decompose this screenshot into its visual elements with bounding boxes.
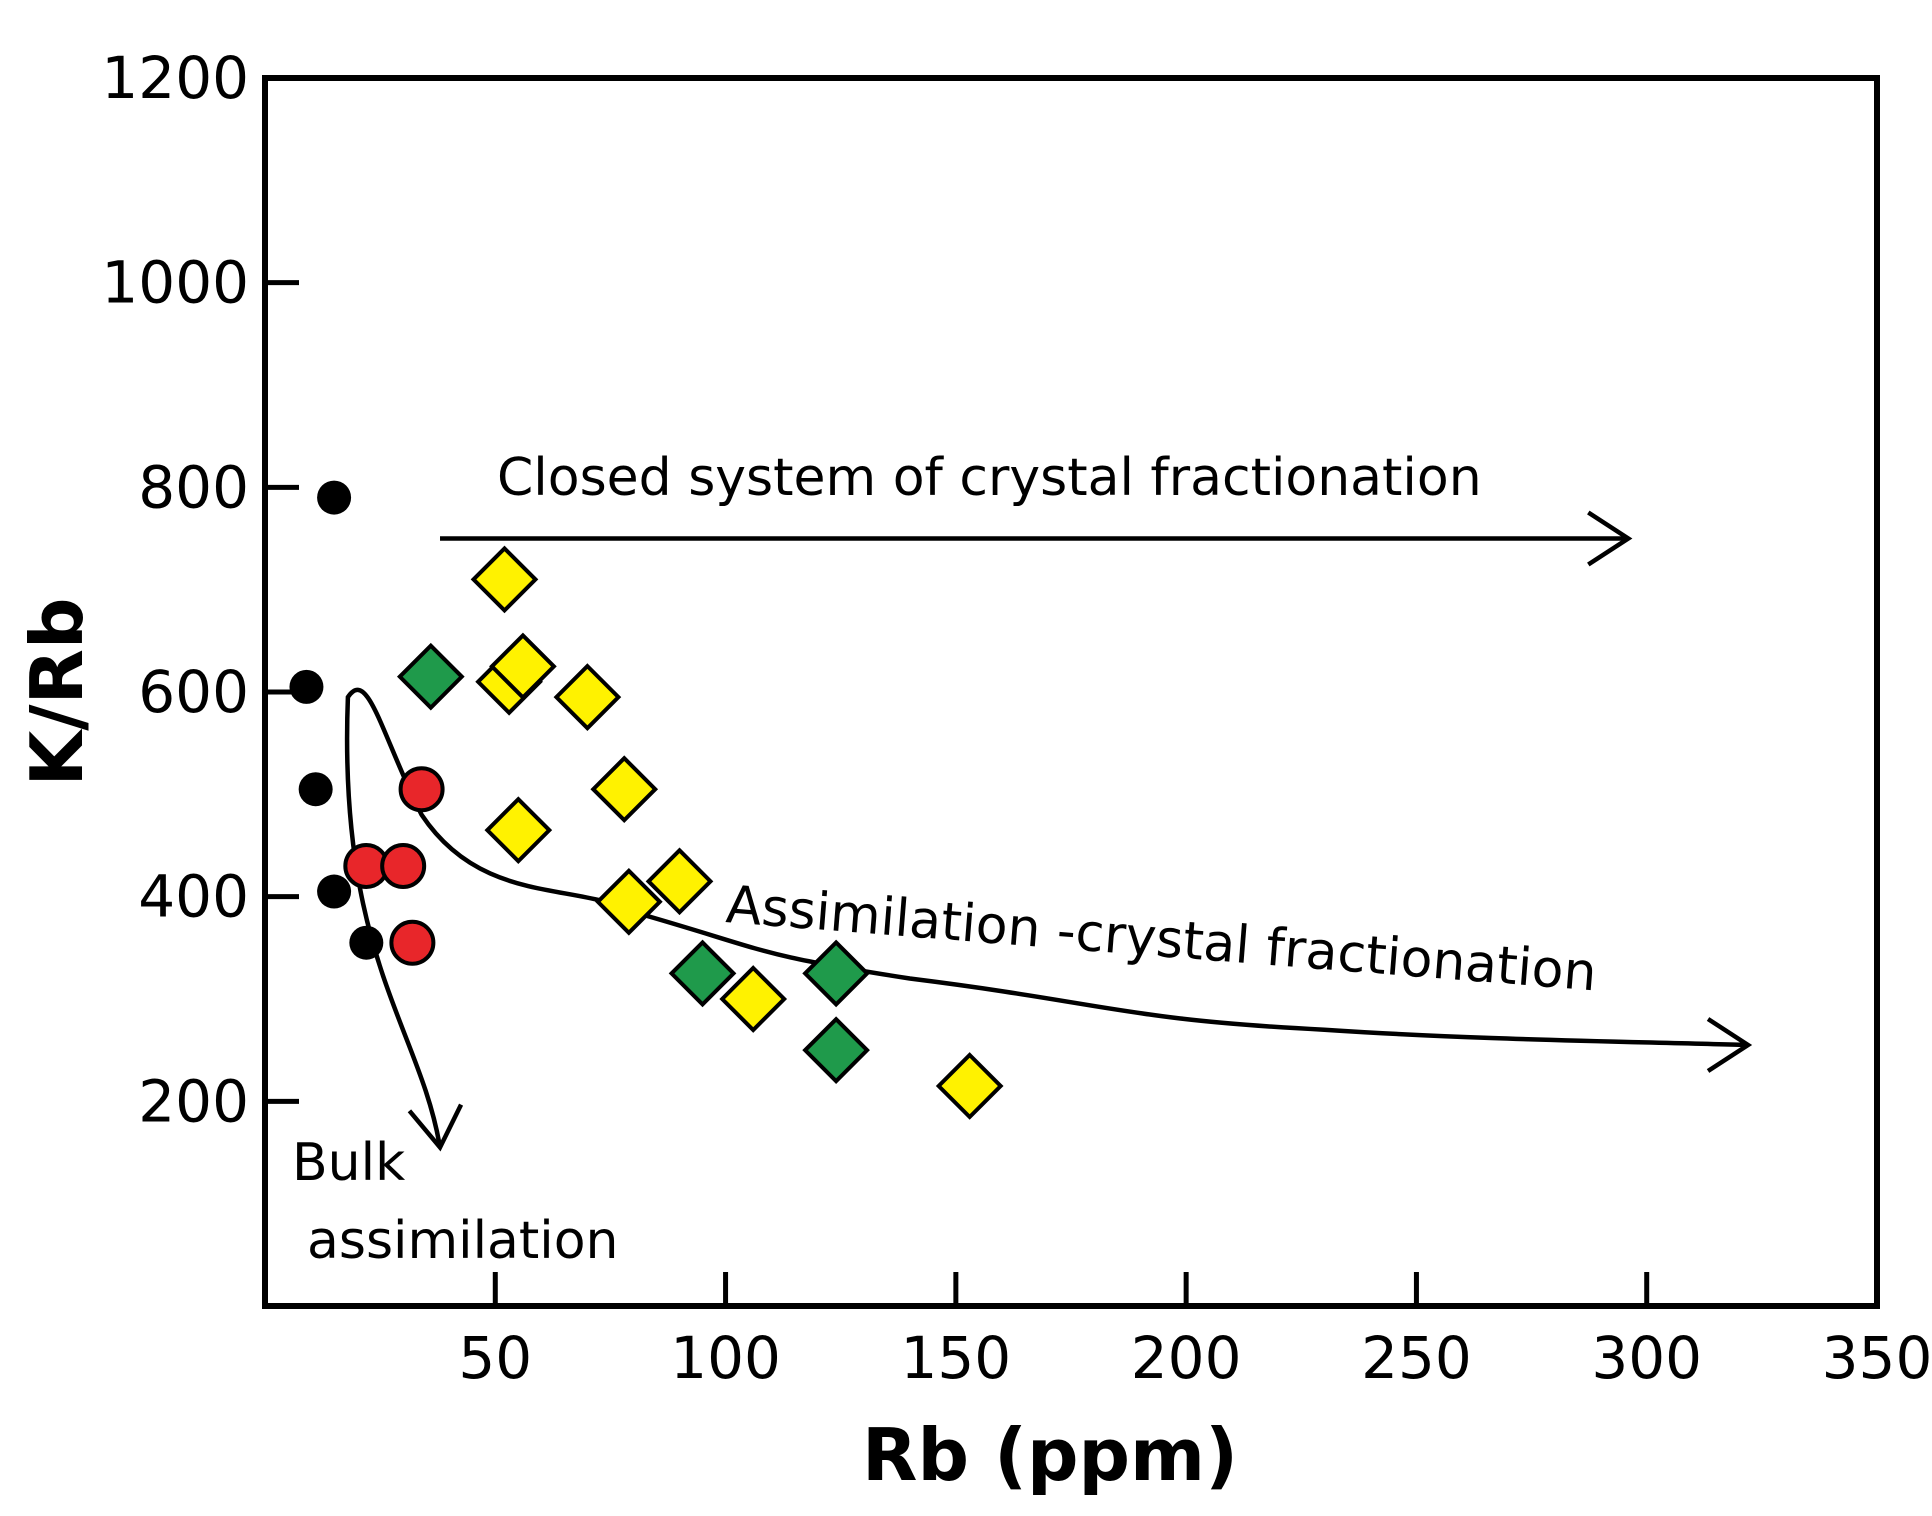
annotation-bulk1: Bulk (292, 1133, 405, 1193)
data-point-diamond (489, 632, 557, 701)
data-point-circle (317, 874, 352, 909)
data-point-diamond (590, 755, 659, 824)
data-point-diamond (553, 663, 622, 731)
data-point-diamond (396, 642, 465, 711)
data-point-circle (317, 480, 352, 515)
x-tick-label: 350 (1822, 1324, 1932, 1392)
data-point-circle (289, 669, 324, 704)
data-point-diamond (645, 847, 714, 916)
y-tick-label: 200 (138, 1067, 249, 1135)
afc-arrowhead (1706, 1017, 1753, 1073)
y-tick-label: 1200 (101, 44, 249, 112)
x-axis-ticks: 50 100 150 200 250 300 350 (458, 1272, 1932, 1392)
x-tick-label: 100 (670, 1324, 781, 1392)
bulk-assimilation-arrowhead (407, 1103, 464, 1152)
data-point-circle (380, 842, 427, 889)
data-point-diamond (935, 1052, 1004, 1120)
y-tick-label: 600 (138, 658, 249, 726)
data-point-circle (298, 772, 333, 807)
x-tick-label: 150 (900, 1324, 1011, 1392)
x-tick-label: 50 (458, 1324, 532, 1392)
data-points (289, 480, 1004, 1120)
y-tick-label: 1000 (101, 249, 249, 317)
x-tick-label: 250 (1361, 1324, 1472, 1392)
y-axis-title: K/Rb (15, 597, 99, 786)
data-point-diamond (802, 1016, 870, 1084)
data-point-circle (389, 919, 436, 966)
data-point-circle (398, 766, 445, 813)
annotation-bulk2: assimilation (307, 1211, 619, 1271)
x-tick-label: 300 (1591, 1324, 1702, 1392)
y-tick-label: 400 (138, 863, 249, 931)
data-point-diamond (719, 965, 788, 1033)
data-point-circle (349, 925, 384, 960)
data-point-diamond (802, 939, 870, 1008)
y-axis-ticks: 200 400 600 800 1000 1200 (101, 44, 299, 1135)
data-point-diamond (668, 939, 737, 1008)
afc-and-bulk-trend-curve (344, 687, 1749, 1148)
trend-lines (344, 510, 1753, 1152)
y-tick-label: 800 (138, 453, 249, 521)
closed-system-arrowhead (1587, 510, 1633, 567)
x-tick-label: 200 (1131, 1324, 1242, 1392)
data-point-diamond (484, 796, 553, 864)
data-point-diamond (595, 867, 663, 936)
x-axis-title: Rb (ppm) (862, 1413, 1238, 1497)
data-point-diamond (470, 545, 539, 614)
annotation-closed: Closed system of crystal fractionation (497, 448, 1482, 508)
